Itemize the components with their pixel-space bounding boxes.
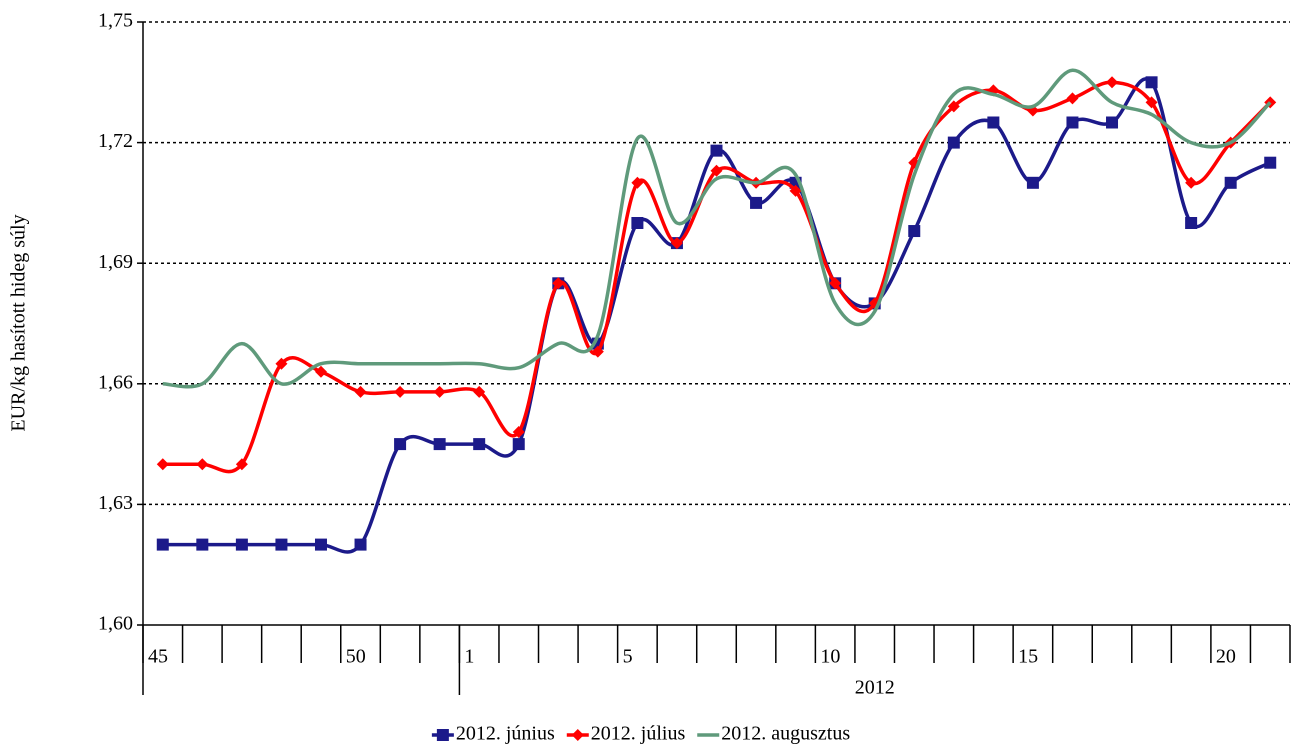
marker <box>1106 76 1119 89</box>
y-tick-label: 1,75 <box>98 10 133 32</box>
marker <box>1066 116 1079 129</box>
marker <box>987 116 1000 129</box>
marker <box>670 237 683 250</box>
marker <box>947 136 960 149</box>
marker <box>156 538 169 551</box>
marker <box>1185 176 1198 189</box>
x-tick-label: 20 <box>1216 646 1236 668</box>
series-line <box>162 68 1272 389</box>
x-tick-label: 5 <box>623 646 633 668</box>
marker <box>512 438 525 451</box>
marker <box>710 144 723 157</box>
marker <box>829 277 842 290</box>
marker <box>552 277 565 290</box>
x-tick-label: 10 <box>820 646 840 668</box>
marker <box>354 385 367 398</box>
marker <box>631 176 644 189</box>
marker <box>710 164 723 177</box>
marker <box>314 538 327 551</box>
y-tick-label: 1,69 <box>98 251 133 273</box>
x-tick-label: 1 <box>464 646 474 668</box>
legend-label: 2012. augusztus <box>721 723 850 745</box>
marker <box>1106 116 1119 129</box>
marker <box>394 385 407 398</box>
marker <box>156 458 169 471</box>
y-axis-label: EUR/kg hasított hideg súly <box>8 214 30 431</box>
x-group-label: 2012 <box>855 677 895 699</box>
marker <box>947 100 960 113</box>
y-tick-label: 1,63 <box>98 492 133 514</box>
marker <box>1185 217 1198 229</box>
legend-label: 2012. július <box>591 723 686 745</box>
marker <box>196 538 209 551</box>
legend-label: 2012. június <box>456 723 555 745</box>
marker <box>1066 92 1079 105</box>
marker <box>1026 176 1039 189</box>
marker <box>196 458 209 471</box>
marker <box>235 538 248 551</box>
y-tick-label: 1,66 <box>98 371 133 393</box>
marker <box>433 385 446 398</box>
marker <box>591 345 604 358</box>
marker <box>789 184 802 197</box>
marker <box>354 538 367 551</box>
marker <box>436 729 449 741</box>
x-tick-label: 45 <box>148 646 168 668</box>
x-tick-label: 15 <box>1018 646 1038 668</box>
marker <box>275 538 288 551</box>
marker <box>1224 176 1237 189</box>
marker <box>314 365 327 378</box>
marker <box>1145 96 1158 109</box>
marker <box>473 385 486 398</box>
marker <box>1264 156 1277 169</box>
marker <box>908 225 921 238</box>
marker <box>1145 76 1158 89</box>
marker <box>275 357 288 370</box>
marker <box>750 196 763 209</box>
marker <box>235 458 248 471</box>
marker <box>571 729 584 741</box>
y-tick-label: 1,60 <box>98 613 133 635</box>
marker <box>631 217 644 229</box>
marker <box>433 438 446 451</box>
marker <box>473 438 486 451</box>
y-tick-label: 1,72 <box>98 130 133 152</box>
x-tick-label: 50 <box>346 646 366 668</box>
marker <box>394 438 407 451</box>
marker <box>512 426 525 439</box>
series-line <box>162 80 1272 474</box>
